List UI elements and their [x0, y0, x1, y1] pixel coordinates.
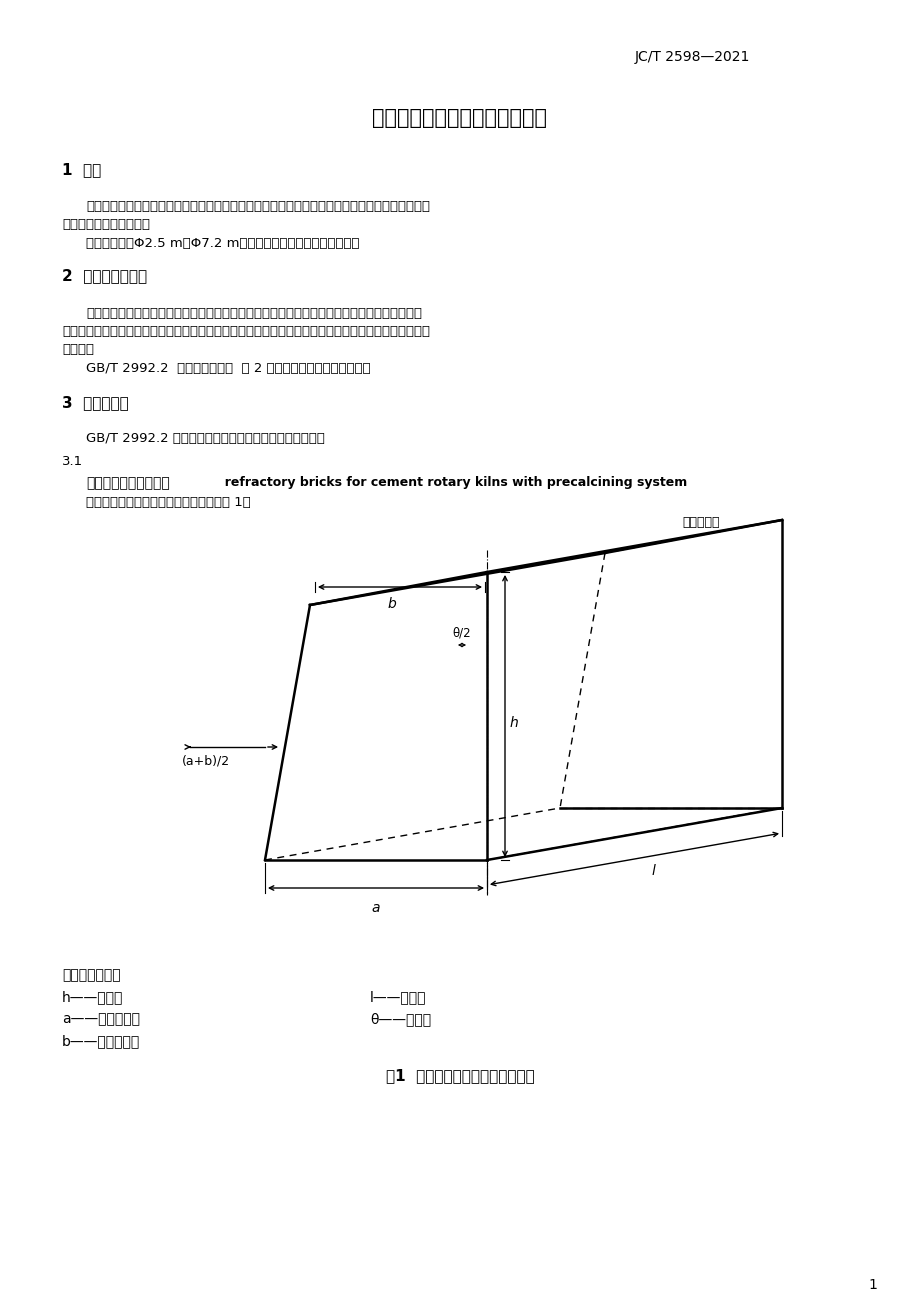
- Text: 本文件规定了水泥预分解窑用耐火砖的术语和定义、砖号及规格、尺寸参数、窑衬配砖方案及配砖: 本文件规定了水泥预分解窑用耐火砖的术语和定义、砖号及规格、尺寸参数、窑衬配砖方案…: [85, 200, 429, 213]
- Text: 单位为毫米: 单位为毫米: [682, 516, 720, 530]
- Text: 用于水泥预分解窑的专用双檔形砖，见图 1。: 用于水泥预分解窑的专用双檔形砖，见图 1。: [85, 495, 251, 509]
- Text: 2  规范性引用文件: 2 规范性引用文件: [62, 268, 147, 283]
- Text: GB/T 2992.2  耐火砖形状尺寸  第 2 部分：耐火砖砖形及础体术语: GB/T 2992.2 耐火砖形状尺寸 第 2 部分：耐火砖砖形及础体术语: [85, 361, 370, 374]
- Text: 水泥预分解窑用耐火砖形状尺寸: 水泥预分解窑用耐火砖形状尺寸: [372, 108, 547, 127]
- Text: h: h: [509, 716, 518, 731]
- Text: 下列文件中的内容通过文中的规范性引用而构成本文件必不可少的条款。其中，注日期的引用文: 下列文件中的内容通过文中的规范性引用而构成本文件必不可少的条款。其中，注日期的引…: [85, 307, 422, 321]
- Text: a——砖的大端；: a——砖的大端；: [62, 1012, 140, 1026]
- Text: (a+b)/2: (a+b)/2: [182, 756, 230, 767]
- Text: 3.1: 3.1: [62, 455, 83, 468]
- Text: a: a: [371, 901, 380, 915]
- Text: l——砖长；: l——砖长；: [369, 989, 426, 1004]
- Text: refractory bricks for cement rotary kilns with precalcining system: refractory bricks for cement rotary kiln…: [216, 476, 686, 489]
- Text: 件，仅该日期对应的版本适用于本文件；不注日期的引用文件，其最新版本（包括所有的修改单）适用于: 件，仅该日期对应的版本适用于本文件；不注日期的引用文件，其最新版本（包括所有的修…: [62, 325, 429, 338]
- Text: 本文件。: 本文件。: [62, 343, 94, 356]
- Text: 1  范围: 1 范围: [62, 162, 101, 177]
- Text: l: l: [652, 865, 655, 878]
- Text: b——砖的小端；: b——砖的小端；: [62, 1034, 140, 1049]
- Text: JC/T 2598—2021: JC/T 2598—2021: [634, 50, 750, 64]
- Text: h——砖高；: h——砖高；: [62, 989, 123, 1004]
- Text: θ/2: θ/2: [451, 627, 471, 640]
- Text: 水泥预分解窑用耐火砖: 水泥预分解窑用耐火砖: [85, 476, 170, 490]
- Text: b: b: [387, 597, 396, 611]
- Text: 图1  水泥预分解窑用耐火砖示意图: 图1 水泥预分解窑用耐火砖示意图: [385, 1068, 534, 1083]
- Text: θ——锥角。: θ——锥角。: [369, 1012, 431, 1026]
- Text: GB/T 2992.2 界定的以及下列术语和定义适用于本文件。: GB/T 2992.2 界定的以及下列术语和定义适用于本文件。: [85, 432, 324, 445]
- Text: 1: 1: [867, 1279, 876, 1292]
- Text: 标引符号说明：: 标引符号说明：: [62, 968, 120, 982]
- Text: 3  术语和定义: 3 术语和定义: [62, 396, 129, 410]
- Text: 本文件适用于Φ2.5 m～Φ7.2 m的水泥预分解回转窑工作衬用砖。: 本文件适用于Φ2.5 m～Φ7.2 m的水泥预分解回转窑工作衬用砖。: [85, 237, 359, 250]
- Text: 表、砖型尺寸允许偏差。: 表、砖型尺寸允许偏差。: [62, 218, 150, 231]
